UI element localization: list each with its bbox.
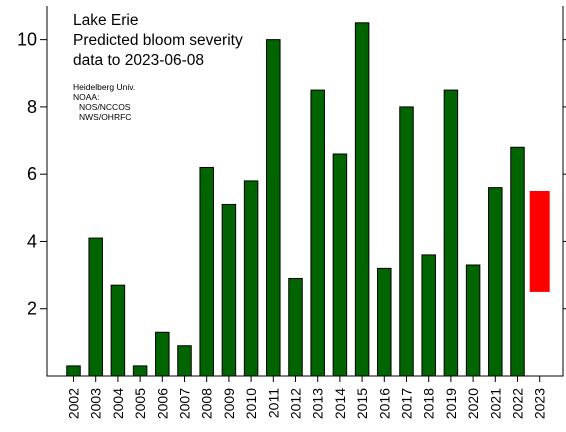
xtick-label-2014: 2014 <box>332 388 348 419</box>
plot-frame <box>46 6 564 377</box>
xtick-label-2021: 2021 <box>487 388 503 419</box>
ytick-label-2: 2 <box>27 299 37 319</box>
xtick-label-2006: 2006 <box>154 388 170 419</box>
bar-2012 <box>288 277 303 377</box>
ytick-label-6: 6 <box>27 164 37 184</box>
xtick-label-2012: 2012 <box>288 388 304 419</box>
xtick-label-2003: 2003 <box>88 388 104 419</box>
bar-2002 <box>66 365 81 377</box>
xtick-label-2011: 2011 <box>265 388 281 418</box>
bar-2011 <box>266 39 281 377</box>
ytick-label-4: 4 <box>27 231 37 251</box>
bar-2014 <box>332 153 348 377</box>
plot-border <box>46 6 564 377</box>
bar-2003 <box>88 237 103 377</box>
bar-2004 <box>110 284 126 377</box>
xtick-label-2013: 2013 <box>310 388 326 419</box>
xtick-label-2010: 2010 <box>243 388 259 419</box>
credit-line-2: NOAA: <box>73 92 99 102</box>
xtick-label-2020: 2020 <box>465 388 481 419</box>
xtick-label-2017: 2017 <box>399 388 415 419</box>
bar-2006 <box>155 331 170 377</box>
bar-2005 <box>132 365 148 377</box>
credit-line-4: NWS/OHRFC <box>79 112 131 122</box>
bar-2009 <box>221 203 237 377</box>
xtick-label-2007: 2007 <box>177 388 193 419</box>
bar-2018 <box>421 254 436 377</box>
bar-2017 <box>399 106 414 377</box>
bar-2016 <box>377 267 392 377</box>
credit-line-1: Heidelberg Univ. <box>73 82 135 92</box>
xtick-label-2015: 2015 <box>354 388 370 419</box>
bar-2008 <box>199 166 214 377</box>
forecast-range-2023 <box>529 191 550 292</box>
xtick-label-2004: 2004 <box>110 388 126 419</box>
bars-layer <box>66 22 525 377</box>
xtick-label-2016: 2016 <box>376 388 392 419</box>
bar-2021 <box>488 187 503 377</box>
title-line-2: Predicted bloom severity <box>73 32 243 49</box>
ytick-label-10: 10 <box>17 30 37 50</box>
bar-2007 <box>177 345 192 377</box>
credit-line-3: NOS/NCCOS <box>79 102 131 112</box>
xtick-label-2022: 2022 <box>510 388 526 419</box>
x-axis: 2002 2003 2004 2005 2006 2007 2008 2009 2010 2011… <box>66 376 548 419</box>
xtick-label-2009: 2009 <box>221 388 237 419</box>
xtick-label-2008: 2008 <box>199 388 215 419</box>
bar-2022 <box>510 146 525 377</box>
bar-2019 <box>443 89 459 377</box>
bar-2020 <box>465 264 481 377</box>
bar-2010 <box>243 180 259 377</box>
y-axis: 2 4 6 8 10 <box>17 30 566 319</box>
ytick-label-8: 8 <box>27 97 37 117</box>
bar-2015 <box>354 22 370 377</box>
bar-2013 <box>310 89 325 377</box>
title-line-1: Lake Erie <box>73 12 138 29</box>
xtick-label-2005: 2005 <box>132 388 148 419</box>
xtick-label-2019: 2019 <box>443 388 459 419</box>
forecast-layer <box>529 191 550 292</box>
xtick-label-2002: 2002 <box>66 388 82 419</box>
title-line-3: data to 2023-06-08 <box>73 52 204 69</box>
xtick-label-2023: 2023 <box>532 388 548 419</box>
xtick-label-2018: 2018 <box>421 388 437 419</box>
